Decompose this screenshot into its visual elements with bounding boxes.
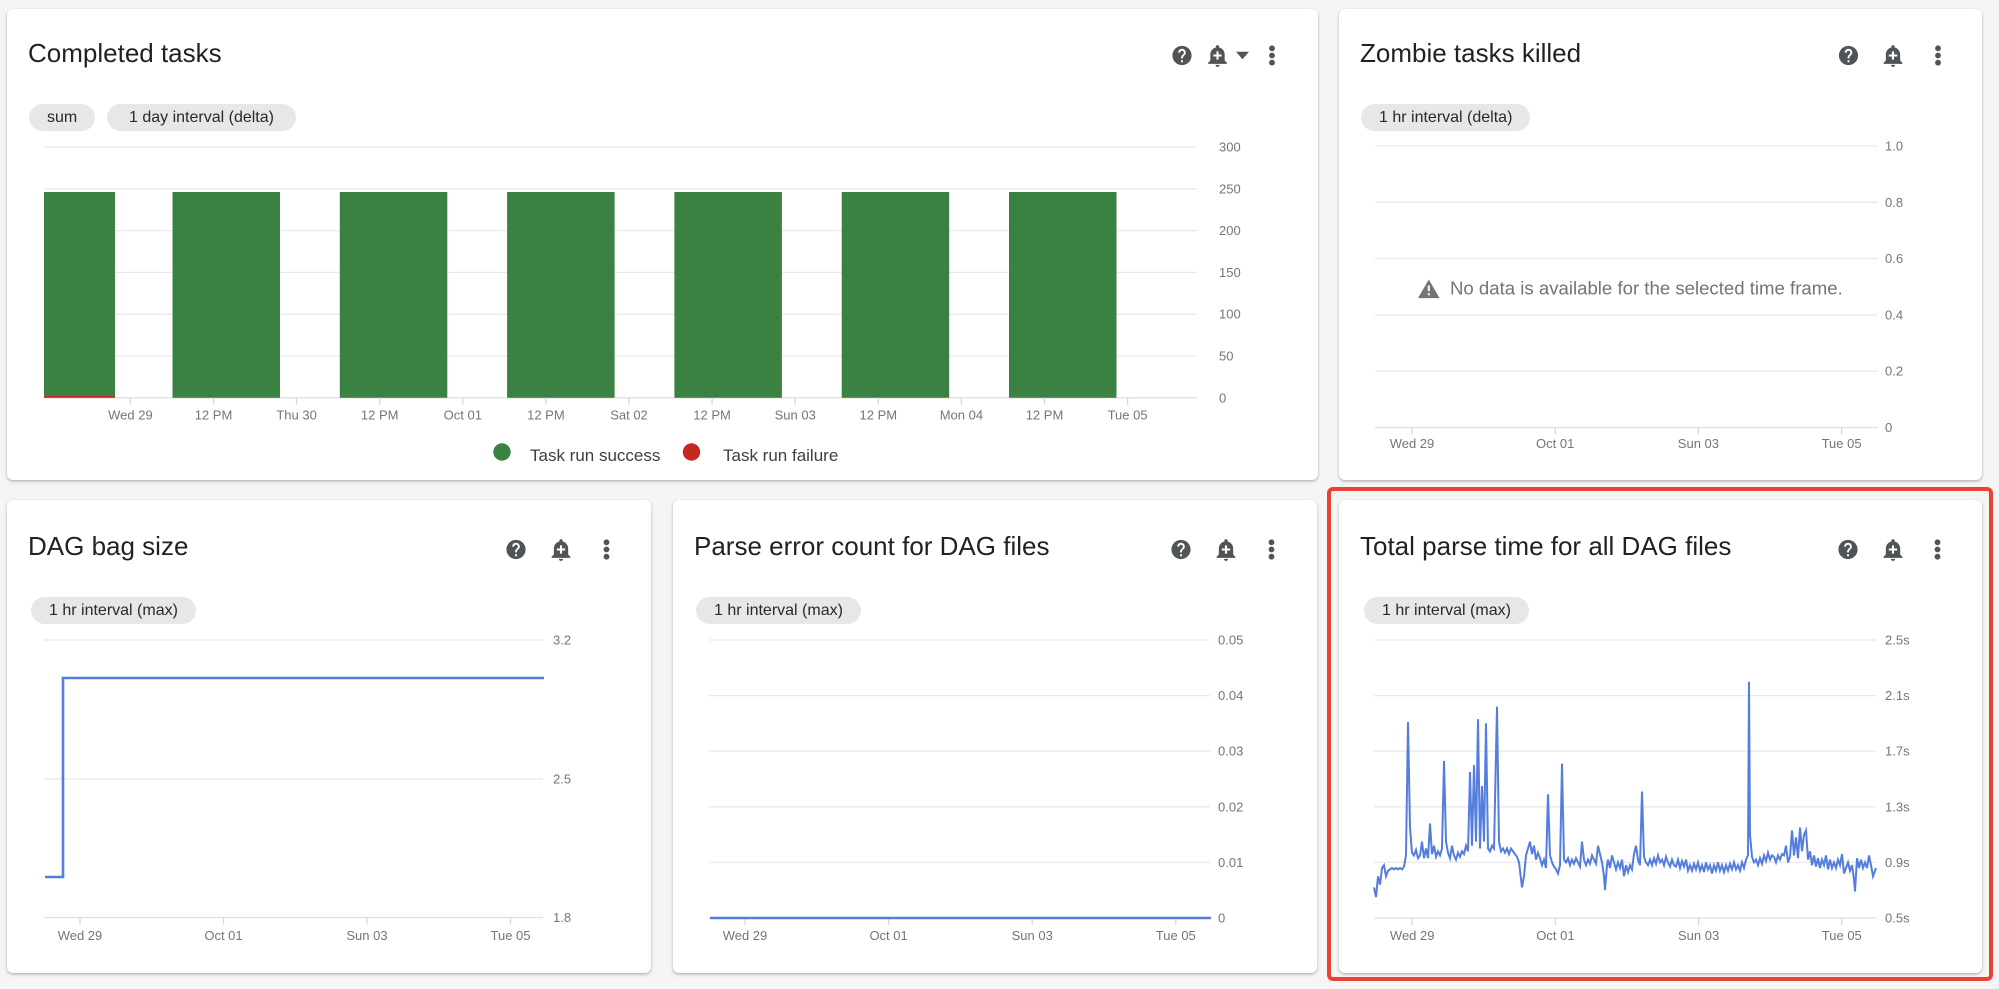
svg-text:Tue 05: Tue 05 (1822, 928, 1862, 943)
svg-text:Oct 01: Oct 01 (444, 408, 482, 423)
svg-text:3.2: 3.2 (553, 633, 571, 648)
svg-text:200: 200 (1219, 223, 1241, 238)
svg-text:2.1s: 2.1s (1885, 688, 1910, 703)
svg-text:300: 300 (1219, 140, 1241, 155)
svg-text:2.5s: 2.5s (1885, 633, 1910, 648)
svg-text:12 PM: 12 PM (361, 408, 399, 423)
svg-text:12 PM: 12 PM (527, 408, 565, 423)
svg-text:0.4: 0.4 (1885, 307, 1903, 322)
svg-text:2.5: 2.5 (553, 771, 571, 786)
svg-text:Tue 05: Tue 05 (491, 928, 531, 943)
svg-text:1.0: 1.0 (1885, 139, 1903, 154)
svg-text:Oct 01: Oct 01 (869, 928, 907, 943)
svg-text:Wed 29: Wed 29 (723, 928, 768, 943)
svg-text:12 PM: 12 PM (1026, 408, 1064, 423)
svg-text:Thu 30: Thu 30 (276, 408, 316, 423)
svg-text:0: 0 (1885, 420, 1892, 435)
svg-text:50: 50 (1219, 349, 1233, 364)
svg-text:Sat 02: Sat 02 (610, 408, 648, 423)
svg-text:1.3s: 1.3s (1885, 799, 1910, 814)
svg-text:0: 0 (1218, 911, 1225, 926)
svg-text:Sun 03: Sun 03 (1012, 928, 1053, 943)
svg-text:Oct 01: Oct 01 (1536, 436, 1574, 451)
svg-text:0.8: 0.8 (1885, 195, 1903, 210)
svg-text:12 PM: 12 PM (860, 408, 898, 423)
svg-text:0: 0 (1219, 390, 1226, 405)
svg-text:Task run success: Task run success (530, 446, 660, 465)
svg-text:No data is available for the s: No data is available for the selected ti… (1450, 278, 1843, 299)
svg-text:100: 100 (1219, 307, 1241, 322)
svg-text:0.01: 0.01 (1218, 855, 1243, 870)
svg-text:Mon 04: Mon 04 (940, 408, 983, 423)
svg-text:1.8: 1.8 (553, 910, 571, 925)
svg-text:Sun 03: Sun 03 (1678, 928, 1719, 943)
svg-text:150: 150 (1219, 265, 1241, 280)
svg-text:Tue 05: Tue 05 (1108, 408, 1148, 423)
svg-text:Oct 01: Oct 01 (204, 928, 242, 943)
svg-text:250: 250 (1219, 181, 1241, 196)
svg-text:Oct 01: Oct 01 (1536, 928, 1574, 943)
svg-text:0.03: 0.03 (1218, 744, 1243, 759)
svg-text:0.5s: 0.5s (1885, 911, 1910, 926)
svg-text:Tue 05: Tue 05 (1156, 928, 1196, 943)
svg-text:0.05: 0.05 (1218, 633, 1243, 648)
svg-text:1.7s: 1.7s (1885, 744, 1910, 759)
svg-text:Wed 29: Wed 29 (58, 928, 103, 943)
svg-text:12 PM: 12 PM (693, 408, 731, 423)
svg-text:Wed 29: Wed 29 (108, 408, 153, 423)
svg-text:0.6: 0.6 (1885, 251, 1903, 266)
svg-text:Sun 03: Sun 03 (1678, 436, 1719, 451)
svg-text:Wed 29: Wed 29 (1390, 928, 1435, 943)
svg-text:Sun 03: Sun 03 (775, 408, 816, 423)
svg-text:0.9s: 0.9s (1885, 855, 1910, 870)
svg-text:Tue 05: Tue 05 (1822, 436, 1862, 451)
svg-text:12 PM: 12 PM (195, 408, 233, 423)
svg-text:Wed 29: Wed 29 (1390, 436, 1435, 451)
svg-text:Sun 03: Sun 03 (346, 928, 387, 943)
svg-text:Task run failure: Task run failure (723, 446, 838, 465)
svg-text:0.04: 0.04 (1218, 688, 1243, 703)
svg-text:0.02: 0.02 (1218, 799, 1243, 814)
svg-text:0.2: 0.2 (1885, 364, 1903, 379)
